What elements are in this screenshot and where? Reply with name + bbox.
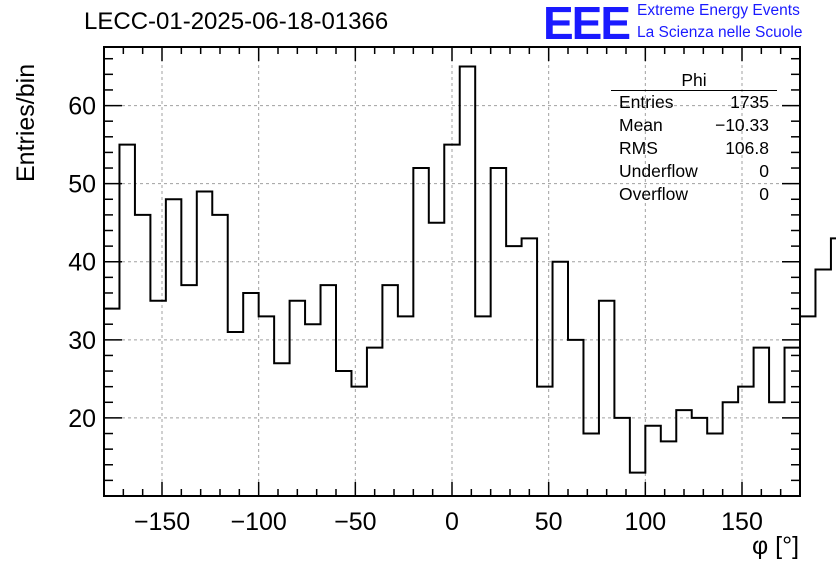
stats-row-underflow: Underflow 0 xyxy=(611,160,777,183)
logo-line-1: Extreme Energy Events xyxy=(637,2,800,19)
stats-title: Phi xyxy=(611,70,777,91)
stats-label: Underflow xyxy=(619,161,698,181)
stats-label: Mean xyxy=(619,115,663,135)
x-tick-label: −150 xyxy=(134,508,190,536)
stats-row-overflow: Overflow 0 xyxy=(611,183,777,206)
x-tick-label: −50 xyxy=(334,508,376,536)
eee-logo: EEE xyxy=(543,0,631,49)
x-tick-label: 50 xyxy=(535,508,563,536)
y-tick-label: 20 xyxy=(68,405,96,433)
histogram-line xyxy=(104,65,836,474)
stats-label: Overflow xyxy=(619,184,689,204)
x-axis-label: φ [°] xyxy=(752,532,800,560)
stats-row-entries: Entries 1735 xyxy=(611,91,777,114)
stats-value: 1735 xyxy=(730,92,769,112)
x-tick-label: 100 xyxy=(624,508,666,536)
y-tick-label: 30 xyxy=(68,327,96,355)
stats-label: RMS xyxy=(619,138,658,158)
stats-value: −10.33 xyxy=(714,115,769,135)
stats-value: 0 xyxy=(759,161,769,181)
x-tick-label: 0 xyxy=(445,508,459,536)
stats-label: Entries xyxy=(619,92,674,112)
stats-box: Phi Entries 1735 Mean −10.33 RMS 106.8 Underfl… xyxy=(611,70,777,206)
stats-value: 0 xyxy=(759,184,769,204)
stats-value: 106.8 xyxy=(725,138,769,158)
logo-line-2: La Scienza nelle Scuole xyxy=(637,24,803,41)
chart-title: LECC-01-2025-06-18-01366 xyxy=(84,8,389,35)
x-tick-label: 150 xyxy=(721,508,763,536)
y-tick-label: 60 xyxy=(68,93,96,121)
x-tick-label: −100 xyxy=(231,508,287,536)
y-tick-label: 50 xyxy=(68,171,96,199)
stats-row-rms: RMS 106.8 xyxy=(611,137,777,160)
y-tick-label: 40 xyxy=(68,249,96,277)
stats-row-mean: Mean −10.33 xyxy=(611,114,777,137)
